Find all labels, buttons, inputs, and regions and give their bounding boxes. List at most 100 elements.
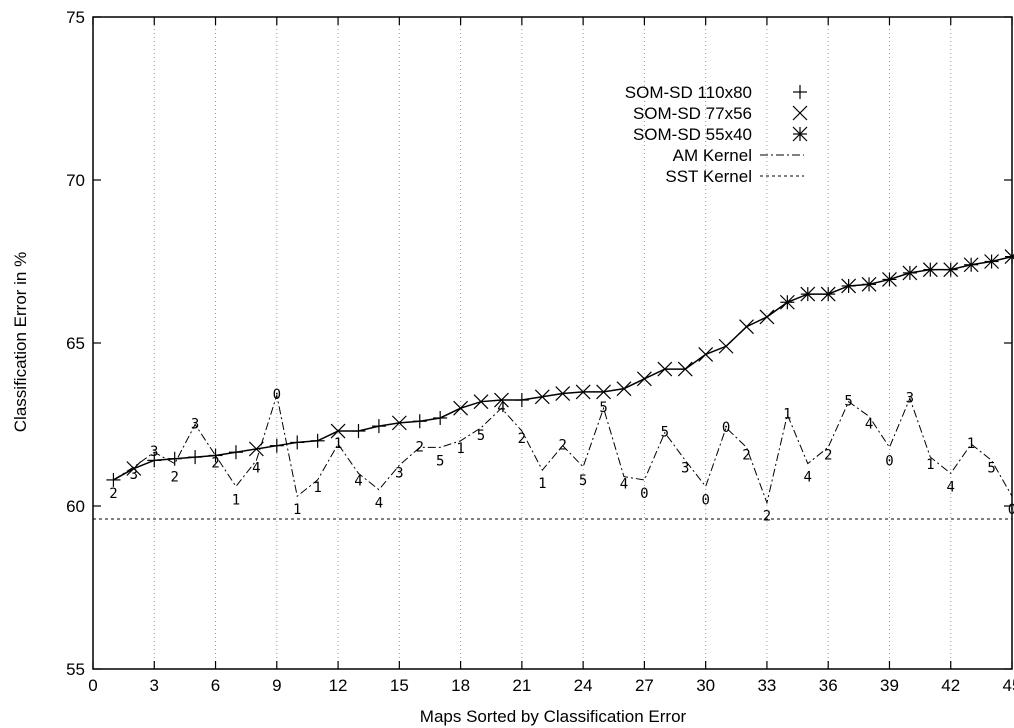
som-sd-point bbox=[494, 392, 509, 408]
som-sd-point bbox=[228, 445, 243, 460]
som-sd-point bbox=[514, 393, 529, 408]
som-sd-point bbox=[616, 381, 632, 397]
am-kernel-point-label: 5 bbox=[579, 473, 587, 489]
som-sd-point bbox=[188, 450, 203, 465]
legend-label: SOM-SD 77x56 bbox=[633, 104, 752, 123]
am-kernel-point-label: 2 bbox=[109, 486, 117, 502]
am-kernel-point-label: 5 bbox=[599, 400, 607, 416]
som-sd-point bbox=[943, 262, 959, 278]
am-kernel-point-label: 5 bbox=[844, 394, 852, 410]
som-sd-point bbox=[575, 384, 591, 400]
plot-frame bbox=[92, 16, 1013, 670]
legend-label: SOM-SD 55x40 bbox=[633, 125, 752, 144]
x-axis-title: Maps Sorted by Classification Error bbox=[420, 707, 687, 726]
som-sd-point bbox=[555, 386, 571, 401]
som-sd-point bbox=[453, 400, 469, 416]
x-tick-label: 45 bbox=[1003, 676, 1014, 695]
y-tick-label: 65 bbox=[66, 334, 85, 353]
som-sd-point bbox=[963, 257, 979, 273]
am-kernel-point-label: 3 bbox=[191, 417, 199, 433]
x-tick-label: 3 bbox=[150, 676, 159, 695]
som-sd-point bbox=[534, 389, 550, 405]
am-kernel-point-label: 2 bbox=[416, 439, 424, 455]
am-kernel-point-label: 0 bbox=[273, 387, 281, 403]
legend-label: AM Kernel bbox=[673, 146, 752, 165]
legend-marker bbox=[793, 85, 807, 99]
som-sd-point bbox=[248, 441, 264, 457]
x-tick-label: 36 bbox=[819, 676, 838, 695]
am-kernel-point-label: 2 bbox=[824, 447, 832, 463]
am-kernel-point-label: 5 bbox=[661, 425, 669, 441]
am-kernel-point-label: 1 bbox=[967, 436, 975, 452]
som-sd-point bbox=[657, 361, 673, 377]
y-tick-label: 60 bbox=[66, 497, 85, 516]
som-sd-point bbox=[473, 394, 489, 410]
am-kernel-point-label: 2 bbox=[211, 455, 219, 471]
am-kernel-point-label: 4 bbox=[620, 477, 628, 493]
som-sd-point bbox=[147, 453, 162, 468]
am-kernel-point-label: 0 bbox=[640, 486, 648, 502]
am-kernel-point-label: 1 bbox=[232, 492, 240, 508]
am-kernel-point-label: 3 bbox=[130, 467, 138, 483]
am-kernel-point-label: 4 bbox=[947, 479, 955, 495]
am-kernel-point-label: 2 bbox=[558, 438, 566, 454]
som-sd-point bbox=[779, 294, 795, 310]
am-kernel-point-label: 4 bbox=[497, 400, 505, 416]
som-sd-point bbox=[208, 448, 223, 463]
am-kernel-point-label: 3 bbox=[681, 460, 689, 476]
series-layer: 2332321401114432515421255405300221425403… bbox=[93, 249, 1014, 525]
am-kernel-point-label: 3 bbox=[150, 444, 158, 460]
legend-label: SOM-SD 110x80 bbox=[625, 83, 752, 102]
legend-marker bbox=[792, 105, 808, 121]
x-tick-label: 0 bbox=[88, 676, 97, 695]
som-sd-point bbox=[882, 272, 897, 287]
y-axis-title: Classification Error in % bbox=[11, 252, 30, 432]
am-kernel-point-label: 5 bbox=[436, 453, 444, 469]
am-kernel-point-label: 2 bbox=[518, 431, 526, 447]
x-tick-label: 27 bbox=[635, 676, 654, 695]
x-tick-label: 24 bbox=[574, 676, 593, 695]
som-sd-point bbox=[922, 262, 938, 278]
y-tick-label: 75 bbox=[66, 8, 85, 27]
am-kernel-point-label: 1 bbox=[538, 476, 546, 492]
am-kernel-point-label: 1 bbox=[783, 407, 791, 423]
som-sd-point bbox=[759, 309, 775, 325]
som-sd-point bbox=[718, 338, 734, 354]
am-kernel-point-label: 4 bbox=[354, 473, 362, 489]
som-sd-point bbox=[841, 278, 857, 294]
som-sd-point bbox=[371, 419, 386, 434]
som-sd-point bbox=[820, 286, 836, 302]
som-sd-point bbox=[269, 438, 284, 453]
am-kernel-point-label: 5 bbox=[477, 428, 485, 444]
som-sd-point bbox=[351, 424, 366, 439]
y-tick-label: 70 bbox=[66, 171, 85, 190]
legend-label: SST Kernel bbox=[665, 167, 752, 186]
som-sd-point bbox=[391, 415, 407, 431]
am-kernel-point-label: 2 bbox=[742, 447, 750, 463]
am-kernel-point-label: 0 bbox=[722, 420, 730, 436]
am-kernel-point-label: 3 bbox=[395, 465, 403, 481]
am-kernel-point-label: 1 bbox=[456, 441, 464, 457]
x-tick-label: 9 bbox=[272, 676, 281, 695]
som-sd-point bbox=[433, 410, 448, 425]
x-tick-label: 6 bbox=[211, 676, 220, 695]
am-kernel-point-label: 1 bbox=[293, 502, 301, 518]
legend: SOM-SD 110x80 SOM-SD 77x56 SOM-SD 55x40 AM … bbox=[625, 83, 808, 186]
am-kernel-point-label: 4 bbox=[375, 496, 383, 512]
am-kernel-point-label: 0 bbox=[1008, 502, 1014, 518]
x-tick-label: 21 bbox=[512, 676, 531, 695]
am-kernel-line bbox=[113, 395, 1013, 505]
som-sd-point bbox=[412, 414, 427, 429]
x-tick-label: 30 bbox=[696, 676, 715, 695]
am-kernel-point-label: 1 bbox=[926, 457, 934, 473]
som-sd-point bbox=[596, 384, 611, 400]
som-sd-point bbox=[800, 286, 816, 302]
som-sd-point bbox=[106, 472, 121, 487]
som-sd-point bbox=[902, 265, 918, 281]
x-tick-label: 15 bbox=[390, 676, 409, 695]
grid-lines bbox=[153, 17, 952, 669]
x-tick-label: 33 bbox=[757, 676, 776, 695]
am-kernel-point-label: 5 bbox=[987, 460, 995, 476]
x-tick-label: 39 bbox=[880, 676, 899, 695]
